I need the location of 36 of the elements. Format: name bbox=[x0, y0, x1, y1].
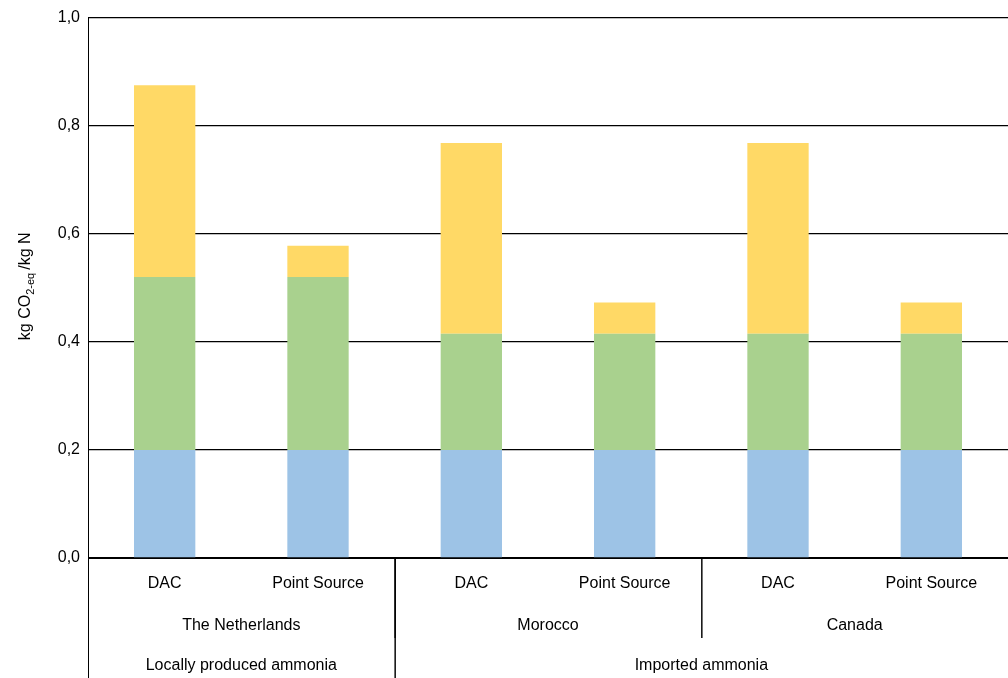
text: Morocco bbox=[517, 616, 579, 634]
bar bbox=[440, 333, 502, 450]
bar bbox=[747, 449, 809, 558]
bar bbox=[900, 333, 962, 450]
bar bbox=[440, 449, 502, 558]
x-tick-label: DAC bbox=[147, 574, 182, 592]
bar bbox=[594, 333, 656, 450]
bar bbox=[134, 449, 196, 558]
bar bbox=[747, 142, 809, 334]
bar bbox=[440, 142, 502, 334]
bar bbox=[900, 449, 962, 558]
bar bbox=[287, 449, 349, 558]
bar bbox=[134, 276, 196, 450]
text: The Netherlands bbox=[182, 616, 301, 634]
bar bbox=[287, 245, 349, 277]
y-axis-title: kg CO2-eq/kg N bbox=[16, 232, 37, 341]
x-tick-label: DAC bbox=[454, 574, 489, 592]
bar bbox=[134, 85, 196, 277]
y-tick-label: 0,6 bbox=[57, 224, 81, 242]
bar bbox=[287, 276, 349, 450]
y-tick-label: 0,4 bbox=[57, 332, 81, 350]
bar bbox=[900, 302, 962, 334]
y-tick-label: 0,8 bbox=[57, 116, 81, 134]
y-tick-label: 0,0 bbox=[57, 548, 81, 566]
x-tick-label: Point Source bbox=[578, 574, 671, 592]
text: Locally produced ammonia bbox=[145, 656, 338, 674]
bar bbox=[594, 449, 656, 558]
bar bbox=[747, 333, 809, 450]
x-tick-label: Point Source bbox=[272, 574, 364, 592]
x-tick-label: DAC bbox=[761, 574, 795, 592]
text: Canada bbox=[826, 616, 883, 634]
bar bbox=[594, 302, 656, 334]
y-tick-label: 1,0 bbox=[57, 8, 81, 26]
x-tick-label: Point Source bbox=[885, 574, 978, 592]
text: Imported ammonia bbox=[634, 656, 769, 674]
y-tick-label: 0,2 bbox=[57, 440, 81, 458]
